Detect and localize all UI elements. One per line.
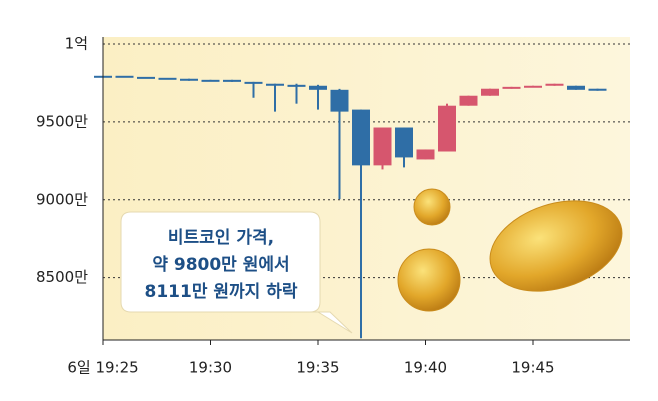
candle-body bbox=[330, 89, 349, 112]
candle-body bbox=[266, 83, 284, 86]
candle-body bbox=[567, 85, 585, 90]
candle-body bbox=[137, 76, 155, 79]
candle-body bbox=[158, 77, 177, 80]
candle-body bbox=[115, 75, 134, 78]
annotation: 약 9800만 원에서 bbox=[152, 254, 289, 275]
candle-body bbox=[395, 127, 413, 158]
candle-body bbox=[524, 85, 542, 88]
coin bbox=[397, 248, 461, 312]
y-tick-label: 1억 bbox=[65, 35, 88, 53]
candle-body bbox=[244, 81, 263, 84]
annotation: 비트코인 가격, bbox=[168, 228, 274, 248]
candle-body bbox=[416, 149, 435, 160]
candle-body bbox=[438, 105, 456, 152]
coins bbox=[397, 188, 623, 312]
candle-body bbox=[588, 88, 607, 91]
y-tick-label: 9500만 bbox=[36, 112, 88, 130]
candle-body bbox=[352, 109, 370, 166]
y-tick-label: 9000만 bbox=[36, 190, 88, 208]
candle-body bbox=[180, 78, 198, 81]
candle-body bbox=[201, 79, 220, 82]
candle-body bbox=[223, 79, 241, 82]
coin bbox=[413, 188, 451, 226]
candle-body bbox=[459, 95, 478, 106]
candle-body bbox=[309, 85, 327, 90]
y-tick-label: 8500만 bbox=[36, 268, 88, 286]
candle-body bbox=[373, 127, 392, 166]
x-tick-label: 19:45 bbox=[511, 359, 554, 377]
x-tick-label: 19:30 bbox=[189, 359, 232, 377]
candles bbox=[94, 75, 607, 339]
candle-body bbox=[545, 83, 564, 86]
coin bbox=[489, 200, 623, 292]
x-tick-label: 19:40 bbox=[404, 359, 447, 377]
callout-box bbox=[120, 211, 353, 334]
callout: 비트코인 가격, 약 9800만 원에서 8111만 원까지 하락 bbox=[120, 211, 353, 334]
annotation: 8111만 원까지 하락 bbox=[145, 282, 298, 302]
candle-body bbox=[287, 84, 306, 87]
candle-body bbox=[481, 88, 499, 96]
x-tick-label: 19:35 bbox=[296, 359, 339, 377]
candle-body bbox=[502, 86, 521, 89]
x-tick-label: 6일 19:25 bbox=[67, 359, 138, 377]
